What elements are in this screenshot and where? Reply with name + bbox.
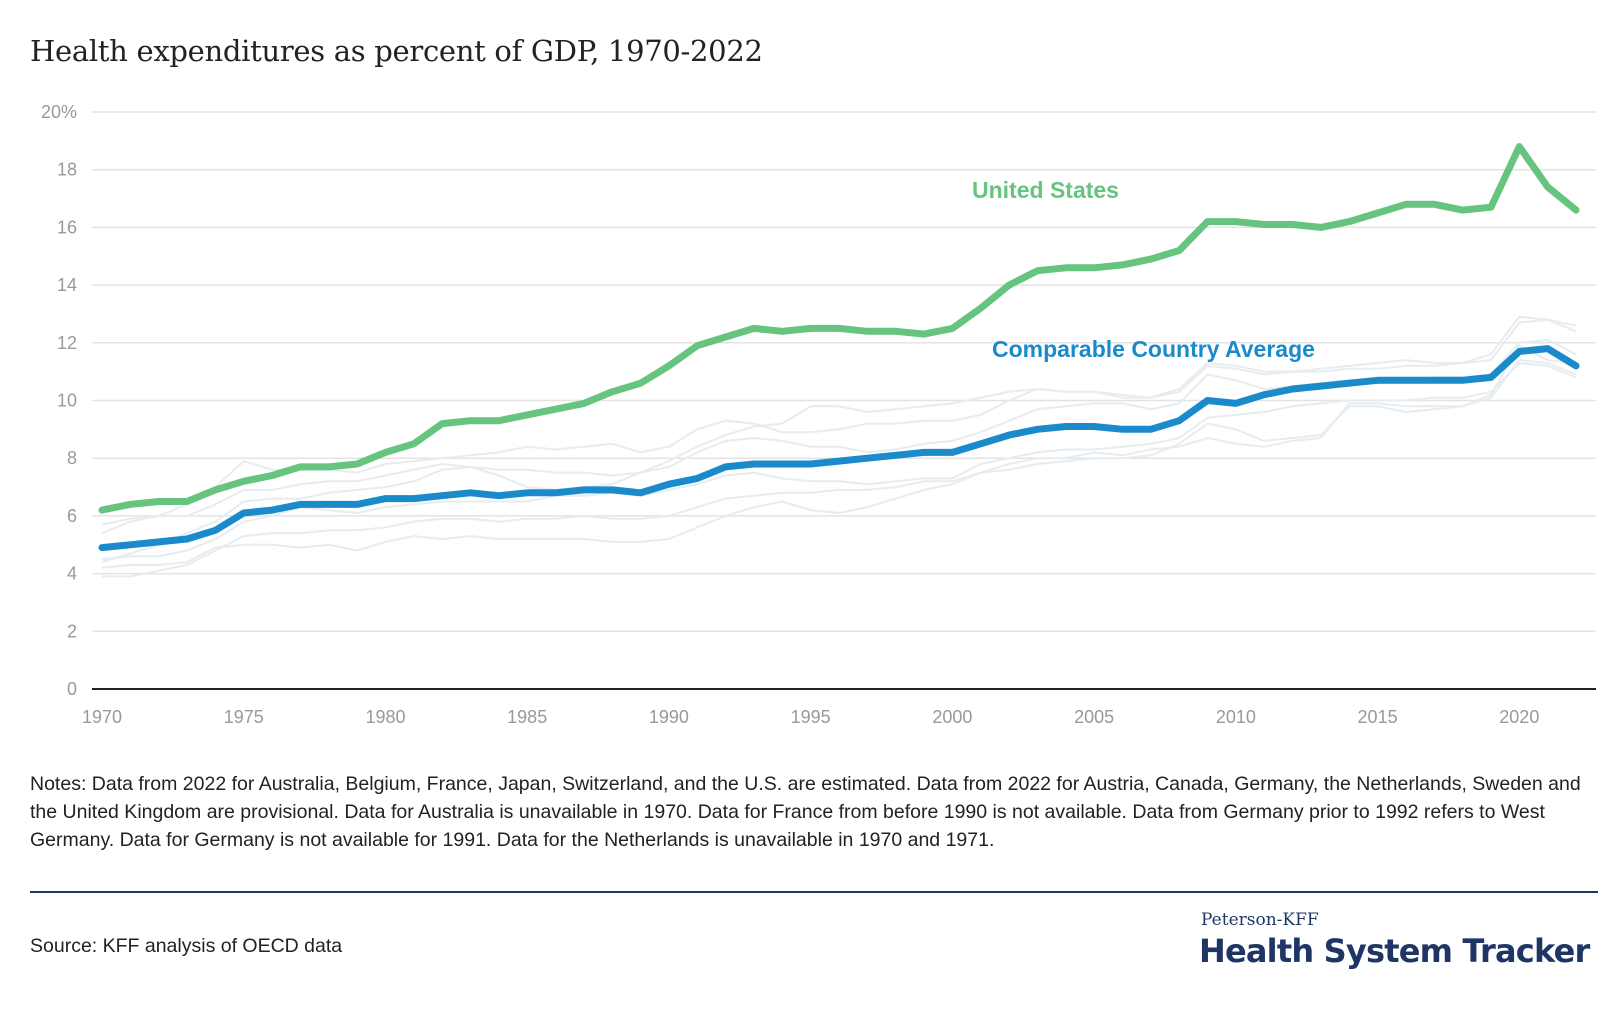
chart-notes: Notes: Data from 2022 for Australia, Bel…	[30, 773, 1581, 851]
x-tick-label: 2000	[932, 707, 972, 727]
y-tick-label: 16	[57, 217, 77, 237]
x-tick-label: 1975	[224, 707, 264, 727]
country-line	[101, 338, 1577, 526]
source-text: Source: KFF analysis of OECD data	[30, 935, 343, 957]
axis-ticks: 0 2 4 6 8 10 12 14 16 18 20% 1970 1975 1980 1985 1990 19…	[41, 102, 1539, 727]
country-line	[101, 318, 1577, 564]
y-tick-label: 20%	[41, 102, 77, 122]
y-tick-label: 2	[67, 621, 77, 641]
x-tick-label: 1980	[365, 707, 405, 727]
y-tick-label: 12	[57, 333, 77, 353]
gridlines	[92, 111, 1596, 690]
us-line	[98, 143, 1580, 514]
divider	[30, 891, 1598, 893]
us-series-label: United States	[972, 177, 1119, 203]
x-tick-label: 2010	[1216, 707, 1256, 727]
average-line	[98, 345, 1580, 552]
x-tick-label: 2015	[1358, 707, 1398, 727]
y-tick-label: 4	[67, 564, 77, 584]
x-tick-label: 2005	[1074, 707, 1114, 727]
logo-peterson-kff: Peterson-KFF	[1201, 910, 1319, 930]
average-series-label: Comparable Country Average	[992, 336, 1315, 362]
chart-title: Health expenditures as percent of GDP, 1…	[30, 34, 763, 68]
y-tick-label: 8	[67, 448, 77, 468]
x-tick-label: 1995	[791, 707, 831, 727]
background-country-lines	[101, 315, 1577, 578]
x-tick-label: 1990	[649, 707, 689, 727]
line-chart: 0 2 4 6 8 10 12 14 16 18 20% 1970 1975 1980 1985 1990 19…	[41, 102, 1596, 727]
country-line	[101, 344, 1577, 569]
country-line	[101, 315, 1577, 535]
x-tick-label: 1970	[82, 707, 122, 727]
x-tick-label: 2020	[1499, 707, 1539, 727]
y-tick-label: 18	[57, 160, 77, 180]
y-tick-label: 0	[67, 679, 77, 699]
x-tick-label: 1985	[507, 707, 547, 727]
y-tick-label: 10	[57, 391, 77, 411]
logo-health-system-tracker: Health System Tracker	[1199, 932, 1590, 970]
y-tick-label: 14	[57, 275, 77, 295]
country-line	[101, 361, 1577, 561]
y-tick-label: 6	[67, 506, 77, 526]
highlighted-series	[98, 143, 1580, 552]
